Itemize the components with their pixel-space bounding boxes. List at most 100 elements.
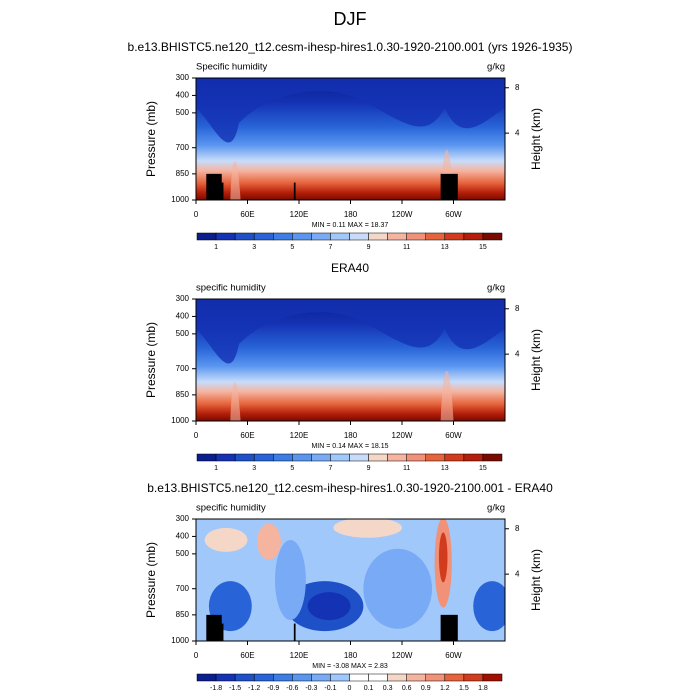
figure-title: DJF (334, 9, 367, 29)
colorbar-box (311, 453, 331, 462)
y-tick-label: 1000 (171, 416, 189, 425)
colorbar-label: -1.5 (229, 685, 241, 692)
colorbar-box (482, 453, 503, 462)
y-tick-label: 300 (176, 294, 190, 303)
y-tick-label: 850 (176, 610, 190, 619)
y2-axis-label: Height (km) (529, 108, 543, 170)
colorbar-label: 1.2 (440, 685, 450, 692)
min-max-annotation: MIN = 0.14 MAX = 18.15 (311, 443, 388, 450)
min-max-annotation: MIN = 0.11 MAX = 18.37 (312, 222, 389, 229)
colorbar-box (406, 232, 426, 241)
field (363, 548, 433, 629)
colorbar-box (234, 453, 255, 462)
y-tick-label: 700 (176, 584, 190, 593)
colorbar-label: 15 (479, 244, 487, 251)
panel-title: ERA40 (331, 261, 369, 275)
y-tick-label: 300 (176, 514, 190, 523)
colorbar-label: 9 (367, 465, 371, 472)
y-tick-label: 1000 (171, 636, 189, 645)
colorbar-box (482, 232, 503, 241)
colorbar-label: -0.9 (267, 685, 279, 692)
colorbar-box (349, 673, 369, 682)
colorbar-label: 3 (252, 465, 256, 472)
colorbar-label: 0.9 (421, 685, 431, 692)
colorbar-label: -0.3 (305, 685, 317, 692)
left-string: specific humidity (196, 283, 266, 294)
x-tick-label: 120W (392, 431, 413, 440)
colorbar-box (273, 232, 293, 241)
colorbar-label: -1.8 (210, 685, 222, 692)
colorbar-box (196, 453, 217, 462)
x-tick-label: 60W (445, 210, 462, 219)
colorbar-label: -0.1 (324, 685, 336, 692)
x-tick-label: 60W (445, 431, 462, 440)
x-tick-label: 180 (344, 431, 358, 440)
colorbar-label: 3 (252, 244, 256, 251)
field (196, 78, 505, 143)
y2-tick-label: 4 (515, 128, 520, 137)
x-tick-label: 60W (445, 651, 462, 660)
colorbar-box (330, 673, 350, 682)
colorbar-box (311, 232, 331, 241)
colorbar-label: 5 (290, 465, 294, 472)
colorbar-label: -1.2 (248, 685, 260, 692)
colorbar-box (425, 453, 446, 462)
colorbar-box (444, 453, 465, 462)
colorbar-label: 7 (328, 465, 332, 472)
colorbar-box (368, 232, 388, 241)
x-tick-label: 120W (392, 210, 413, 219)
x-tick-label: 120E (290, 210, 309, 219)
colorbar-label: 1.8 (478, 685, 488, 692)
colorbar-box (482, 673, 503, 682)
terrain (293, 623, 296, 641)
colorbar-box (406, 673, 426, 682)
colorbar-box (368, 453, 388, 462)
colorbar-label: 11 (403, 465, 410, 472)
colorbar-box (196, 232, 217, 241)
y-tick-label: 500 (176, 329, 190, 338)
y-axis-label: Pressure (mb) (144, 101, 158, 177)
y-tick-label: 500 (176, 108, 190, 117)
colorbar-box (463, 232, 484, 241)
colorbar-box (234, 232, 255, 241)
colorbar-box (387, 232, 407, 241)
colorbar-label: 1 (214, 244, 218, 251)
colorbar-box (406, 453, 426, 462)
y2-tick-label: 8 (515, 524, 520, 533)
field (333, 519, 402, 538)
colorbar-box (330, 453, 350, 462)
x-tick-label: 60E (240, 651, 254, 660)
colorbar-label: 9 (367, 244, 371, 251)
colorbar-box (273, 673, 293, 682)
colorbar-label: 0.1 (364, 685, 374, 692)
field (196, 299, 505, 364)
y2-tick-label: 4 (515, 349, 520, 358)
colorbar-box (215, 232, 236, 241)
colorbar-box (444, 673, 465, 682)
colorbar-label: 13 (441, 465, 449, 472)
y-tick-label: 300 (176, 73, 190, 82)
colorbar-box (349, 453, 369, 462)
field (256, 523, 281, 560)
contour-field (196, 78, 505, 200)
colorbar-label: -0.6 (286, 685, 298, 692)
y-tick-label: 400 (176, 91, 190, 100)
colorbar-box (273, 453, 293, 462)
y-tick-label: 1000 (171, 195, 189, 204)
colorbar-box (463, 673, 484, 682)
colorbar-box (253, 673, 274, 682)
colorbar-label: 15 (479, 465, 487, 472)
colorbar-box (253, 232, 274, 241)
colorbar-box (215, 673, 236, 682)
colorbar-label: 5 (290, 244, 294, 251)
contour-field (196, 299, 505, 421)
colorbar-box (196, 673, 217, 682)
field (473, 581, 505, 632)
y-tick-label: 850 (176, 390, 190, 399)
y2-axis-label: Height (km) (529, 549, 543, 611)
colorbar-box (368, 673, 388, 682)
x-tick-label: 0 (194, 431, 199, 440)
panel-title: b.e13.BHISTC5.ne120_t12.cesm-ihesp-hires… (128, 40, 573, 54)
y2-axis-label: Height (km) (529, 329, 543, 391)
